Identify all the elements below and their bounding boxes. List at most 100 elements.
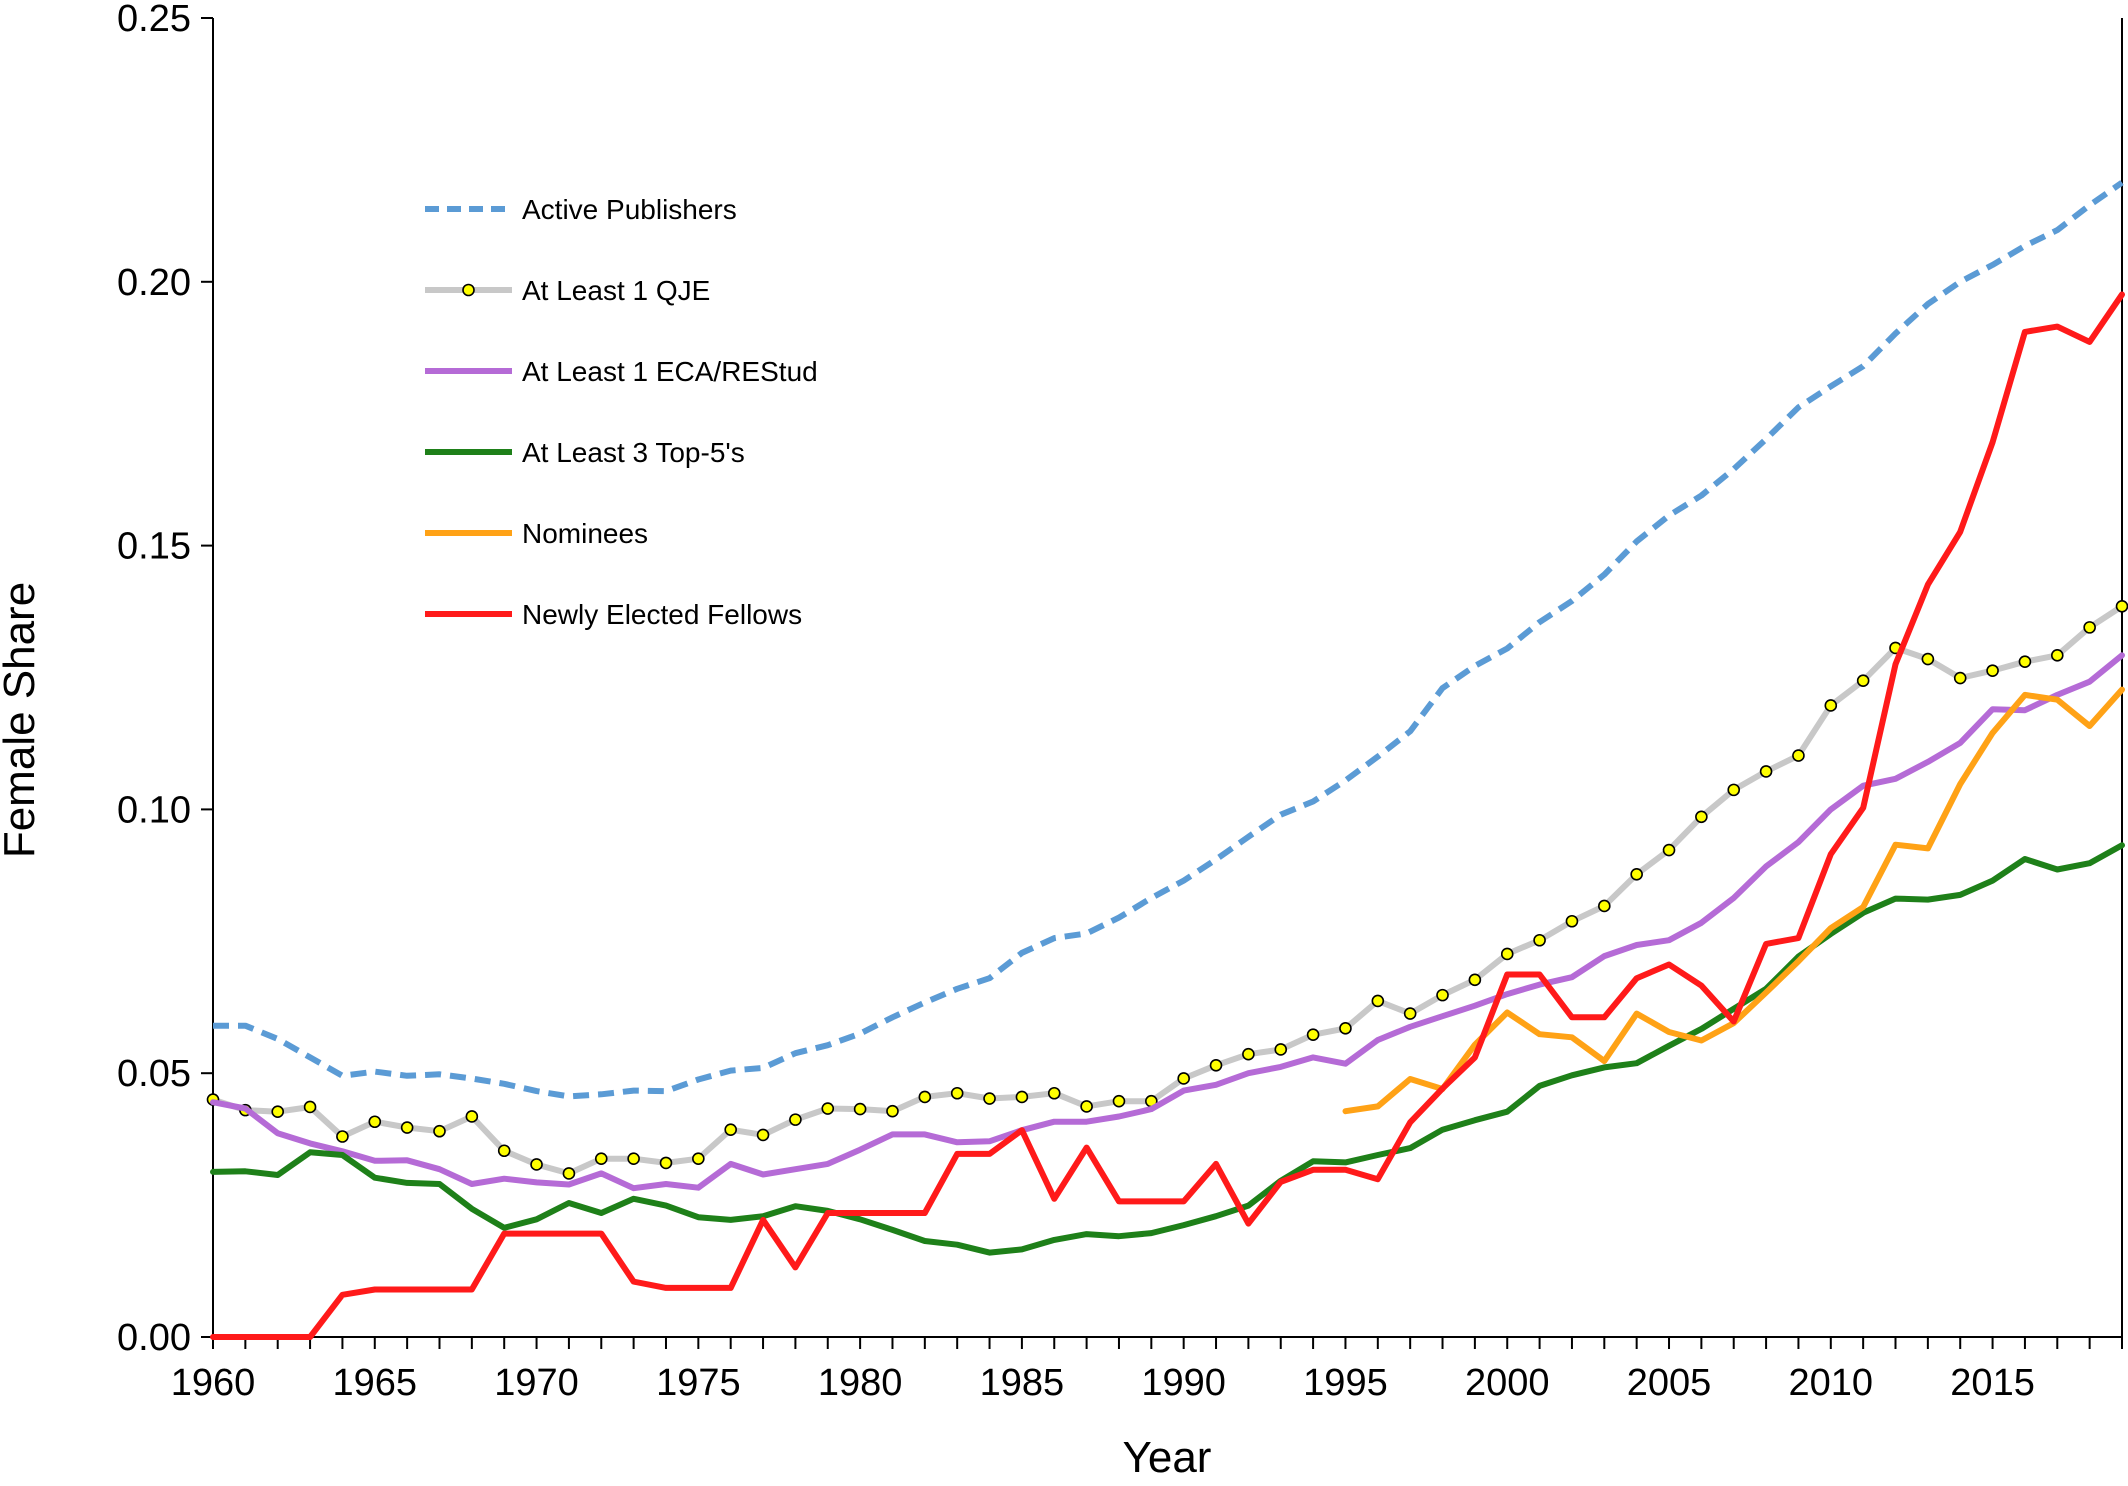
y-axis-title: Female Share — [0, 582, 44, 858]
data-point — [271, 1105, 285, 1119]
x-tick-label: 1985 — [980, 1362, 1065, 1404]
y-tick-label: 0.05 — [117, 1053, 191, 1095]
data-point — [465, 1110, 479, 1123]
data-point — [2083, 621, 2096, 634]
data-point — [1856, 674, 1870, 687]
x-tick-label: 2015 — [1950, 1362, 2035, 1404]
axes-layer: 0.00 0.05 0.10 0.15 0.20 0.25 1960 1965 1970 1975… — [117, 0, 2123, 1404]
x-tick-label: 1965 — [333, 1362, 418, 1404]
x-tick-label: 2005 — [1627, 1362, 1712, 1404]
data-point — [821, 1102, 835, 1115]
data-point — [627, 1152, 640, 1165]
data-point — [950, 1086, 964, 1100]
data-point — [659, 1156, 673, 1170]
x-tick-label: 2000 — [1465, 1362, 1550, 1404]
legend-label: Nominees — [522, 518, 648, 549]
x-tick-label: 1990 — [1141, 1362, 1226, 1404]
series-at-least-3-top-5-s — [210, 842, 2125, 1256]
data-point — [562, 1167, 576, 1180]
legend-item-newly-elected-fellows: Newly Elected Fellows — [425, 599, 802, 630]
data-point — [1695, 810, 1708, 824]
data-point — [1533, 933, 1546, 947]
data-point — [1403, 1007, 1417, 1020]
data-point — [433, 1124, 446, 1138]
y-tick-label: 0.20 — [117, 262, 191, 304]
data-point — [400, 1121, 414, 1134]
y-tick-label: 0.15 — [117, 526, 191, 568]
legend-item-at-least-1-eca-restud: At Least 1 ECA/REStud — [425, 356, 818, 387]
x-tick-label: 1995 — [1303, 1362, 1388, 1404]
series-at-least-1-qje — [206, 599, 2128, 1180]
data-point — [1630, 867, 1643, 881]
series-line-active-publishers — [213, 180, 2124, 1100]
data-point — [2018, 655, 2032, 668]
series-layer — [206, 180, 2128, 1340]
data-point — [1468, 973, 1482, 987]
legend-marker — [462, 283, 475, 297]
x-tick-label: 2010 — [1789, 1362, 1874, 1404]
y-tick-label: 0.10 — [117, 789, 191, 831]
y-tick-label: 0.25 — [117, 0, 191, 40]
data-point — [1986, 664, 1999, 677]
data-point — [1792, 749, 1805, 762]
data-point — [1177, 1072, 1190, 1085]
legend-item-nominees: Nominees — [425, 518, 648, 549]
data-point — [497, 1144, 511, 1158]
data-point — [724, 1123, 737, 1136]
data-point — [1080, 1100, 1093, 1113]
data-point — [303, 1100, 317, 1114]
series-active-publishers — [213, 180, 2124, 1100]
data-point — [336, 1130, 349, 1143]
series-line-newly-elected-fellows — [210, 291, 2125, 1340]
data-point — [2115, 599, 2128, 613]
data-point — [1953, 671, 1967, 685]
legend-label: At Least 1 ECA/REStud — [522, 356, 818, 387]
data-point — [1209, 1058, 1223, 1072]
data-point — [1112, 1094, 1126, 1108]
data-point — [1598, 899, 1611, 913]
series-at-least-1-eca-restud — [210, 652, 2125, 1192]
data-point — [886, 1104, 899, 1118]
legend-item-at-least-3-top-5-s: At Least 3 Top-5's — [425, 437, 745, 468]
y-tick-label: 0.00 — [117, 1317, 191, 1359]
data-point — [1727, 783, 1741, 797]
data-point — [853, 1102, 867, 1116]
data-point — [1921, 652, 1935, 666]
data-point — [789, 1113, 802, 1126]
x-tick-label: 1975 — [656, 1362, 741, 1404]
data-point — [918, 1090, 932, 1104]
legend: Active Publishers At Least 1 QJE At Least … — [425, 194, 818, 630]
legend-label: At Least 1 QJE — [522, 275, 710, 306]
x-axis-title: Year — [1123, 1433, 1212, 1481]
legend-item-at-least-1-qje: At Least 1 QJE — [425, 275, 710, 306]
x-tick-label: 1960 — [171, 1362, 256, 1404]
data-point — [756, 1128, 770, 1142]
data-point — [1339, 1022, 1352, 1035]
data-point — [1306, 1028, 1320, 1041]
series-newly-elected-fellows — [210, 291, 2125, 1340]
legend-label: Newly Elected Fellows — [522, 599, 802, 630]
legend-label: At Least 3 Top-5's — [522, 437, 745, 468]
data-point — [1242, 1047, 1255, 1061]
series-line-at-least-1-eca-restud — [210, 652, 2125, 1192]
data-point — [368, 1115, 382, 1129]
data-point — [1662, 843, 1676, 857]
data-point — [1274, 1043, 1288, 1056]
data-point — [1824, 699, 1838, 712]
data-point — [530, 1158, 543, 1171]
data-point — [1015, 1090, 1029, 1104]
data-point — [1565, 914, 1579, 928]
data-point — [1500, 947, 1514, 961]
legend-item-active-publishers: Active Publishers — [425, 194, 737, 225]
series-line-at-least-3-top-5-s — [210, 842, 2125, 1256]
data-point — [594, 1152, 608, 1165]
legend-label: Active Publishers — [522, 194, 737, 225]
data-point — [1047, 1086, 1061, 1100]
data-point — [983, 1092, 996, 1105]
data-point — [2050, 649, 2064, 662]
data-point — [1436, 988, 1449, 1002]
data-point — [692, 1152, 705, 1165]
x-tick-label: 1980 — [818, 1362, 903, 1404]
